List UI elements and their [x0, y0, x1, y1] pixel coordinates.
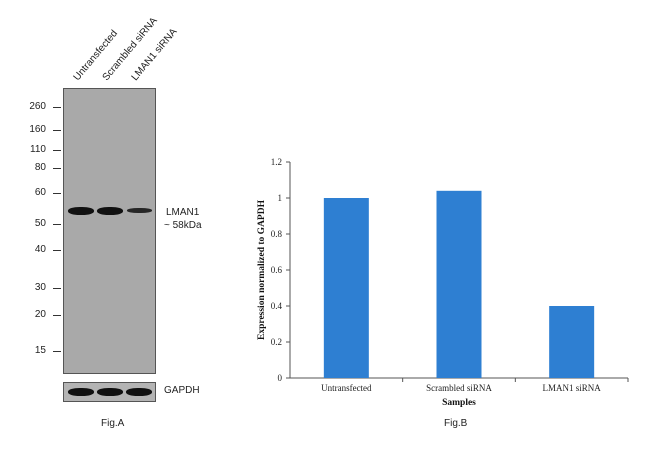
- mw-tick: [53, 224, 61, 225]
- lman1-blot-membrane: [63, 88, 156, 374]
- bar-scrambled-sirna: [436, 190, 482, 378]
- bar-lman1-sirna: [549, 306, 595, 378]
- mw-marker-110: 110: [30, 144, 46, 155]
- mw-marker-15: 15: [34, 345, 46, 356]
- mw-marker-260: 260: [29, 101, 46, 112]
- mw-tick: [53, 150, 61, 151]
- y-axis-title: Expression normalized to GAPDH: [257, 199, 267, 340]
- target-label-size: ~ 58kDa: [164, 220, 202, 231]
- y-tick-label: 1.2: [271, 157, 282, 167]
- mw-tick: [53, 130, 61, 131]
- mw-tick: [53, 168, 61, 169]
- y-tick-label: 1: [278, 193, 283, 203]
- mw-marker-30: 30: [34, 282, 46, 293]
- gapdh-blot-membrane: [63, 382, 156, 402]
- y-tick-label: 0.2: [271, 337, 282, 347]
- gapdh-band-untransfected: [68, 388, 94, 396]
- mw-marker-50: 50: [34, 218, 46, 229]
- mw-tick: [53, 107, 61, 108]
- y-tick-label: 0.4: [271, 301, 283, 311]
- y-tick-label: 0.8: [271, 229, 283, 239]
- mw-marker-40: 40: [34, 244, 46, 255]
- loading-control-label: GAPDH: [164, 385, 200, 396]
- mw-tick: [53, 288, 61, 289]
- bar-chart: 0 0.2 0.4 0.6 0.8 1 1.2 Untransfected Scrambled …: [257, 157, 629, 408]
- mw-marker-80: 80: [34, 162, 46, 173]
- target-label-name: LMAN1: [166, 207, 200, 218]
- x-axis-title: Samples: [442, 398, 476, 408]
- gapdh-band-scrambled-sirna: [97, 388, 123, 396]
- x-tick-label: LMAN1 siRNA: [543, 383, 602, 393]
- fig-b-caption: Fig.B: [444, 418, 468, 429]
- western-blot-panel: Untransfected Scrambled siRNA LMAN1 siRN…: [0, 0, 250, 453]
- mw-marker-160: 160: [29, 124, 46, 135]
- fig-a-caption: Fig.A: [101, 418, 125, 429]
- y-tick-label: 0: [278, 373, 283, 383]
- mw-tick: [53, 193, 61, 194]
- lman1-band-lman1-sirna: [127, 208, 152, 213]
- lman1-band-untransfected: [68, 207, 94, 215]
- mw-tick: [53, 250, 61, 251]
- mw-tick: [53, 351, 61, 352]
- mw-marker-20: 20: [34, 309, 46, 320]
- x-tick-label: Untransfected: [321, 383, 372, 393]
- lman1-band-scrambled-sirna: [97, 207, 123, 215]
- mw-tick: [53, 315, 61, 316]
- gapdh-band-lman1-sirna: [126, 388, 152, 396]
- bar-untransfected: [323, 198, 369, 378]
- x-tick-label: Scrambled siRNA: [426, 383, 492, 393]
- y-tick-label: 0.6: [271, 265, 283, 275]
- mw-marker-60: 60: [34, 187, 46, 198]
